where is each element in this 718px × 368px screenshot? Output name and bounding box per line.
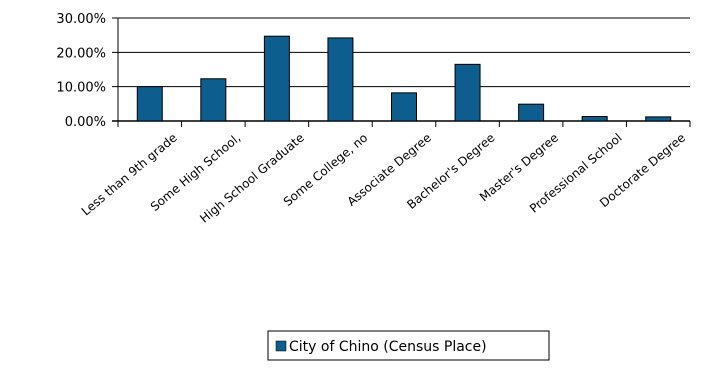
legend-label: City of Chino (Census Place) bbox=[289, 339, 487, 355]
x-axis-ticks bbox=[117, 121, 691, 127]
y-axis-ticks: 0.00% 10.00% 20.00% 30.00% bbox=[56, 12, 106, 130]
y-tick-label: 0.00% bbox=[65, 115, 106, 130]
y-tick-label: 30.00% bbox=[56, 12, 106, 27]
bar bbox=[263, 35, 290, 122]
legend: City of Chino (Census Place) bbox=[267, 330, 550, 361]
bar bbox=[391, 92, 417, 122]
legend-swatch bbox=[275, 340, 287, 352]
bar bbox=[518, 103, 545, 122]
bars bbox=[136, 35, 672, 122]
bar bbox=[327, 37, 354, 122]
bar bbox=[454, 63, 481, 122]
y-tick-label: 10.00% bbox=[56, 81, 106, 96]
bar bbox=[136, 86, 163, 122]
bar bbox=[645, 116, 672, 122]
legend-box bbox=[267, 330, 550, 361]
bar bbox=[581, 116, 608, 122]
bar bbox=[200, 78, 227, 122]
y-tick-label: 20.00% bbox=[56, 46, 106, 61]
x-tick-label: High School Graduate bbox=[197, 131, 307, 226]
